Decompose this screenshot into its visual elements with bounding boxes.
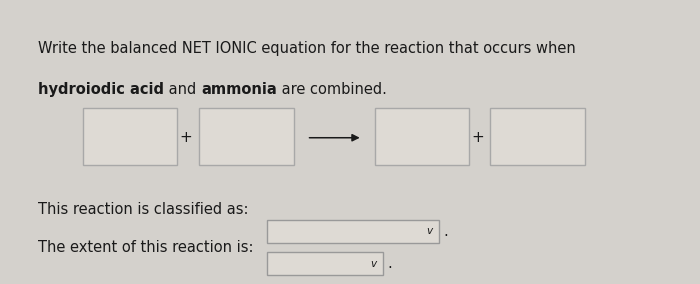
Text: hydroiodic acid: hydroiodic acid — [38, 82, 164, 97]
Text: This reaction is classified as:: This reaction is classified as: — [38, 202, 249, 217]
Text: ammonia: ammonia — [202, 82, 277, 97]
Text: v: v — [370, 258, 376, 269]
Text: .: . — [443, 224, 448, 239]
Text: +: + — [471, 130, 484, 145]
Text: .: . — [387, 256, 392, 271]
Text: +: + — [179, 130, 192, 145]
Text: The extent of this reaction is:: The extent of this reaction is: — [38, 240, 254, 255]
Text: and: and — [164, 82, 202, 97]
Text: v: v — [426, 226, 432, 237]
Text: are combined.: are combined. — [277, 82, 387, 97]
Text: Write the balanced NET IONIC equation for the reaction that occurs when: Write the balanced NET IONIC equation fo… — [38, 41, 576, 56]
